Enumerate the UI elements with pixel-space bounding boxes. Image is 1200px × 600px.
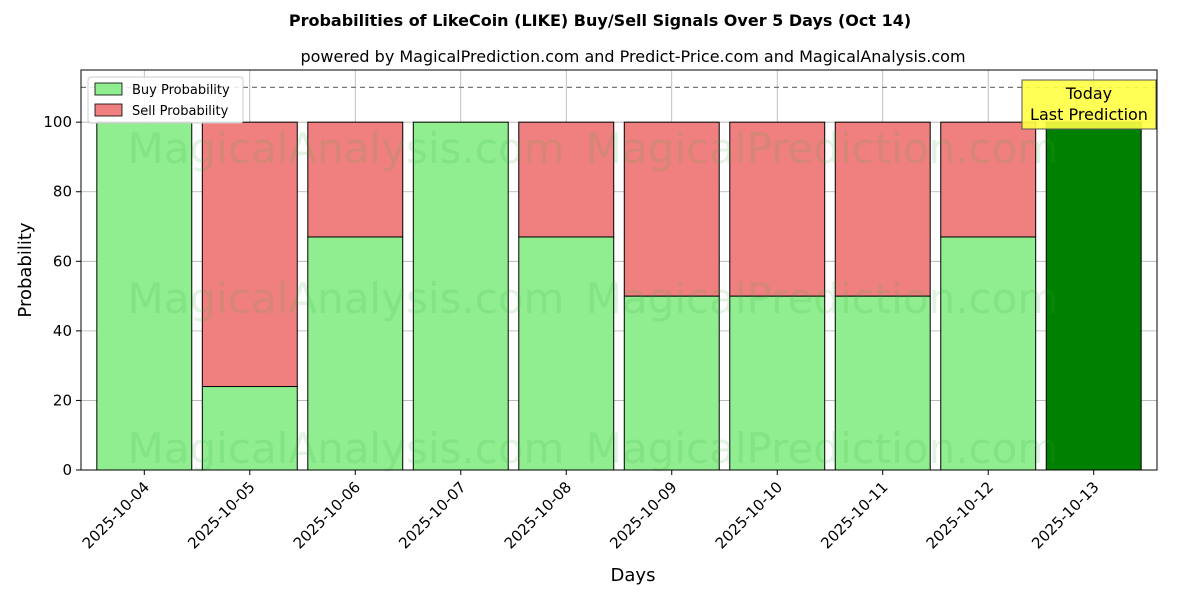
x-tick-label: 2025-10-06 (290, 478, 364, 552)
x-tick-label: 2025-10-08 (501, 478, 575, 552)
legend-swatch-sell (94, 103, 123, 117)
bar-sell (307, 121, 404, 238)
y-axis-label: Probability (15, 222, 36, 317)
chart-title: Probabilities of LikeCoin (LIKE) Buy/Sel… (289, 11, 911, 30)
bars-layer (81, 86, 1157, 471)
today-annotation-line1: Today (1065, 84, 1112, 103)
today-annotation: Today Last Prediction (1021, 79, 1157, 130)
y-tick-label: 0 (62, 461, 72, 479)
legend-label-buy: Buy Probability (132, 83, 230, 98)
legend-swatch-buy (94, 82, 123, 96)
watermark-prediction: MagicalPrediction.com (586, 274, 1059, 323)
y-tick-label: 20 (53, 391, 72, 409)
today-annotation-box (1021, 79, 1157, 130)
x-tick-label: 2025-10-05 (184, 478, 258, 552)
bar-buy (623, 295, 720, 471)
watermark-layer: MagicalAnalysis.com MagicalPrediction.com… (128, 124, 1059, 473)
watermark-prediction: MagicalPrediction.com (586, 424, 1059, 473)
bar-buy (307, 236, 404, 471)
bar-buy (834, 295, 931, 471)
watermark-analysis: MagicalAnalysis.com (128, 424, 565, 473)
watermark-analysis: MagicalAnalysis.com (128, 124, 565, 173)
plot-frame (80, 69, 1158, 471)
x-tick-label: 2025-10-09 (606, 478, 680, 552)
today-annotation-line2: Last Prediction (1030, 105, 1148, 124)
x-axis-label: Days (611, 565, 656, 586)
bar-sell (518, 121, 615, 238)
legend: Buy Probability Sell Probability (87, 76, 244, 124)
legend-label-sell: Sell Probability (132, 104, 229, 119)
bar-buy (96, 121, 193, 471)
x-tick-label: 2025-10-12 (923, 478, 997, 552)
watermark-analysis: MagicalAnalysis.com (128, 274, 565, 323)
y-tick-label: 60 (53, 252, 72, 270)
x-tick-label: 2025-10-07 (395, 478, 469, 552)
x-tick-label: 2025-10-13 (1028, 478, 1102, 552)
x-tick-label: 2025-10-04 (79, 478, 153, 552)
bar-buy (518, 236, 615, 471)
bar-buy (1045, 121, 1142, 471)
y-tick-label: 100 (43, 113, 72, 131)
legend-box (87, 76, 244, 124)
bar-sell (834, 121, 931, 297)
bar-buy (729, 295, 826, 471)
bar-sell (940, 121, 1037, 238)
x-tick-label: 2025-10-11 (817, 478, 891, 552)
bar-buy (940, 236, 1037, 471)
x-tick-label: 2025-10-10 (712, 478, 786, 552)
y-tick-label: 40 (53, 322, 72, 340)
bar-sell (623, 121, 720, 297)
bar-sell (729, 121, 826, 297)
watermark-prediction: MagicalPrediction.com (586, 124, 1059, 173)
bar-sell (201, 121, 298, 388)
y-tick-label: 80 (53, 183, 72, 201)
chart-subtitle: powered by MagicalPrediction.com and Pre… (300, 47, 965, 66)
bar-buy (412, 121, 509, 471)
